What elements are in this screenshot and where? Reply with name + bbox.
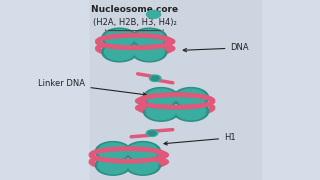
Circle shape xyxy=(158,159,168,165)
Circle shape xyxy=(134,30,164,46)
Circle shape xyxy=(136,98,146,104)
Circle shape xyxy=(125,141,161,161)
Text: DNA: DNA xyxy=(183,43,249,52)
Circle shape xyxy=(173,88,209,107)
Circle shape xyxy=(132,28,167,48)
Text: Nucleosome core: Nucleosome core xyxy=(91,5,178,14)
Circle shape xyxy=(98,143,128,160)
Circle shape xyxy=(125,156,161,175)
Circle shape xyxy=(146,130,158,136)
Circle shape xyxy=(146,103,176,120)
Circle shape xyxy=(104,30,134,46)
Text: Linker DNA: Linker DNA xyxy=(38,79,147,96)
Circle shape xyxy=(95,156,131,175)
FancyBboxPatch shape xyxy=(90,0,262,180)
Circle shape xyxy=(104,44,134,60)
Circle shape xyxy=(176,103,206,120)
Circle shape xyxy=(102,42,137,62)
Circle shape xyxy=(143,88,179,107)
Text: (H2A, H2B, H3, H4)₂: (H2A, H2B, H3, H4)₂ xyxy=(92,18,176,27)
Circle shape xyxy=(143,102,179,121)
Circle shape xyxy=(176,89,206,106)
Circle shape xyxy=(134,44,164,60)
Circle shape xyxy=(95,141,131,161)
Circle shape xyxy=(98,157,128,174)
Circle shape xyxy=(173,102,209,121)
Circle shape xyxy=(165,39,175,44)
Circle shape xyxy=(149,75,161,82)
Circle shape xyxy=(128,143,158,160)
Circle shape xyxy=(148,131,156,135)
Circle shape xyxy=(128,157,158,174)
Circle shape xyxy=(147,10,161,18)
Circle shape xyxy=(132,42,167,62)
Circle shape xyxy=(158,152,168,158)
Circle shape xyxy=(165,46,175,51)
Text: H1: H1 xyxy=(164,133,236,145)
Circle shape xyxy=(136,105,146,111)
Circle shape xyxy=(146,89,176,106)
Circle shape xyxy=(151,76,159,80)
Circle shape xyxy=(102,28,137,48)
